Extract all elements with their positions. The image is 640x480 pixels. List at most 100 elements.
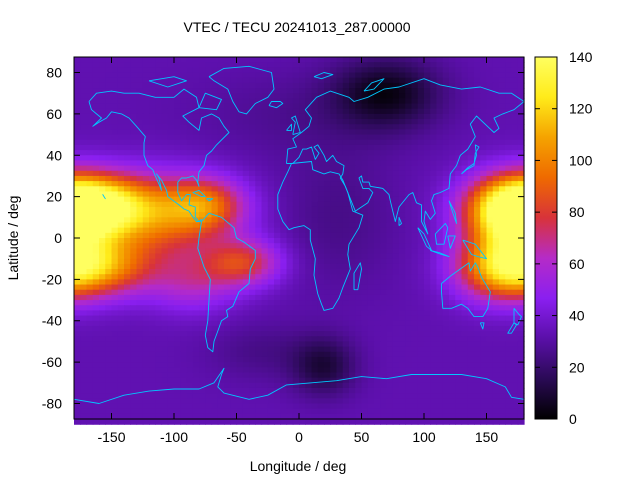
heatmap-cell [261, 372, 269, 379]
heatmap-cell [399, 88, 406, 94]
heatmap-cell [99, 279, 106, 286]
heatmap-cell [411, 103, 419, 110]
heatmap-cell [217, 77, 225, 84]
heatmap-cell [255, 165, 263, 172]
heatmap-cell [374, 289, 381, 296]
heatmap-cell [386, 93, 394, 99]
heatmap-cell [155, 382, 163, 389]
heatmap-cell [174, 413, 181, 420]
heatmap-cell [242, 284, 250, 291]
heatmap-cell [336, 351, 344, 358]
heatmap-cell [311, 279, 319, 286]
heatmap-cell [492, 258, 500, 265]
heatmap-cell [161, 351, 169, 358]
heatmap-cell [192, 103, 200, 110]
heatmap-cell [367, 284, 375, 291]
heatmap-cell [167, 243, 175, 249]
heatmap-cell [99, 103, 106, 110]
heatmap-cell [386, 341, 394, 348]
heatmap-cell [336, 62, 344, 68]
heatmap-cell [405, 336, 413, 343]
heatmap-cell [280, 113, 288, 120]
heatmap-cell [467, 165, 475, 172]
heatmap-cell [386, 367, 394, 374]
heatmap-cell [155, 98, 163, 105]
heatmap-cell [230, 134, 238, 141]
heatmap-cell [186, 346, 194, 353]
heatmap-cell [517, 238, 525, 244]
heatmap-cell [286, 212, 294, 218]
heatmap-cell [167, 310, 175, 317]
heatmap-cell [349, 289, 356, 296]
heatmap-cell [399, 217, 406, 224]
heatmap-cell [436, 186, 444, 193]
heatmap-cell [499, 212, 506, 218]
heatmap-cell [261, 341, 269, 348]
heatmap-cell [417, 196, 425, 203]
heatmap-cell [517, 387, 525, 394]
heatmap-cell [80, 408, 88, 415]
heatmap-cell [236, 227, 244, 234]
heatmap-cell [255, 72, 263, 79]
heatmap-cell [499, 217, 506, 224]
heatmap-cell [142, 341, 150, 348]
heatmap-cell [511, 289, 519, 296]
heatmap-cell [517, 88, 525, 94]
heatmap-cell [517, 289, 525, 296]
heatmap-cell [436, 243, 444, 249]
heatmap-cell [517, 170, 525, 177]
heatmap-cell [280, 170, 288, 177]
heatmap-cell [405, 253, 413, 260]
heatmap-cell [292, 320, 300, 327]
heatmap-cell [280, 201, 288, 208]
heatmap-cell [280, 134, 288, 141]
heatmap-cell [311, 113, 319, 120]
heatmap-cell [205, 372, 213, 379]
heatmap-cell [317, 398, 325, 405]
heatmap-cell [180, 305, 188, 311]
heatmap-cell [86, 144, 94, 151]
heatmap-cell [430, 351, 438, 358]
heatmap-cell [224, 346, 231, 353]
heatmap-cell [274, 206, 281, 213]
heatmap-cell [280, 144, 288, 151]
heatmap-cell [367, 398, 375, 405]
heatmap-cell [236, 284, 244, 291]
heatmap-cell [392, 274, 400, 280]
heatmap-cell [511, 217, 519, 224]
heatmap-cell [105, 320, 113, 327]
heatmap-cell [292, 346, 300, 353]
heatmap-cell [367, 408, 375, 415]
heatmap-cell [205, 57, 213, 63]
heatmap-cell [474, 227, 481, 234]
heatmap-cell [367, 165, 375, 172]
heatmap-cell [186, 263, 194, 270]
heatmap-cell [311, 212, 319, 218]
heatmap-cell [86, 320, 94, 327]
heatmap-cell [461, 274, 469, 280]
heatmap-cell [124, 346, 131, 353]
heatmap-cell [205, 398, 213, 405]
heatmap-cell [299, 160, 306, 167]
heatmap-cell [280, 253, 288, 260]
heatmap-cell [349, 227, 356, 234]
heatmap-cell [92, 98, 100, 105]
heatmap-cell [355, 294, 363, 301]
heatmap-cell [286, 150, 294, 156]
heatmap-cell [136, 98, 144, 105]
heatmap-cell [449, 382, 456, 389]
heatmap-cell [442, 201, 450, 208]
heatmap-cell [280, 362, 288, 368]
heatmap-cell [474, 341, 481, 348]
heatmap-cell [180, 206, 188, 213]
heatmap-cell [486, 300, 494, 306]
heatmap-cell [467, 88, 475, 94]
heatmap-cell [411, 325, 419, 332]
heatmap-cell [255, 108, 263, 115]
heatmap-cell [111, 305, 119, 311]
heatmap-cell [224, 413, 231, 420]
heatmap-cell [299, 403, 306, 410]
heatmap-cell [511, 57, 519, 63]
heatmap-cell [286, 165, 294, 172]
heatmap-cell [111, 341, 119, 348]
